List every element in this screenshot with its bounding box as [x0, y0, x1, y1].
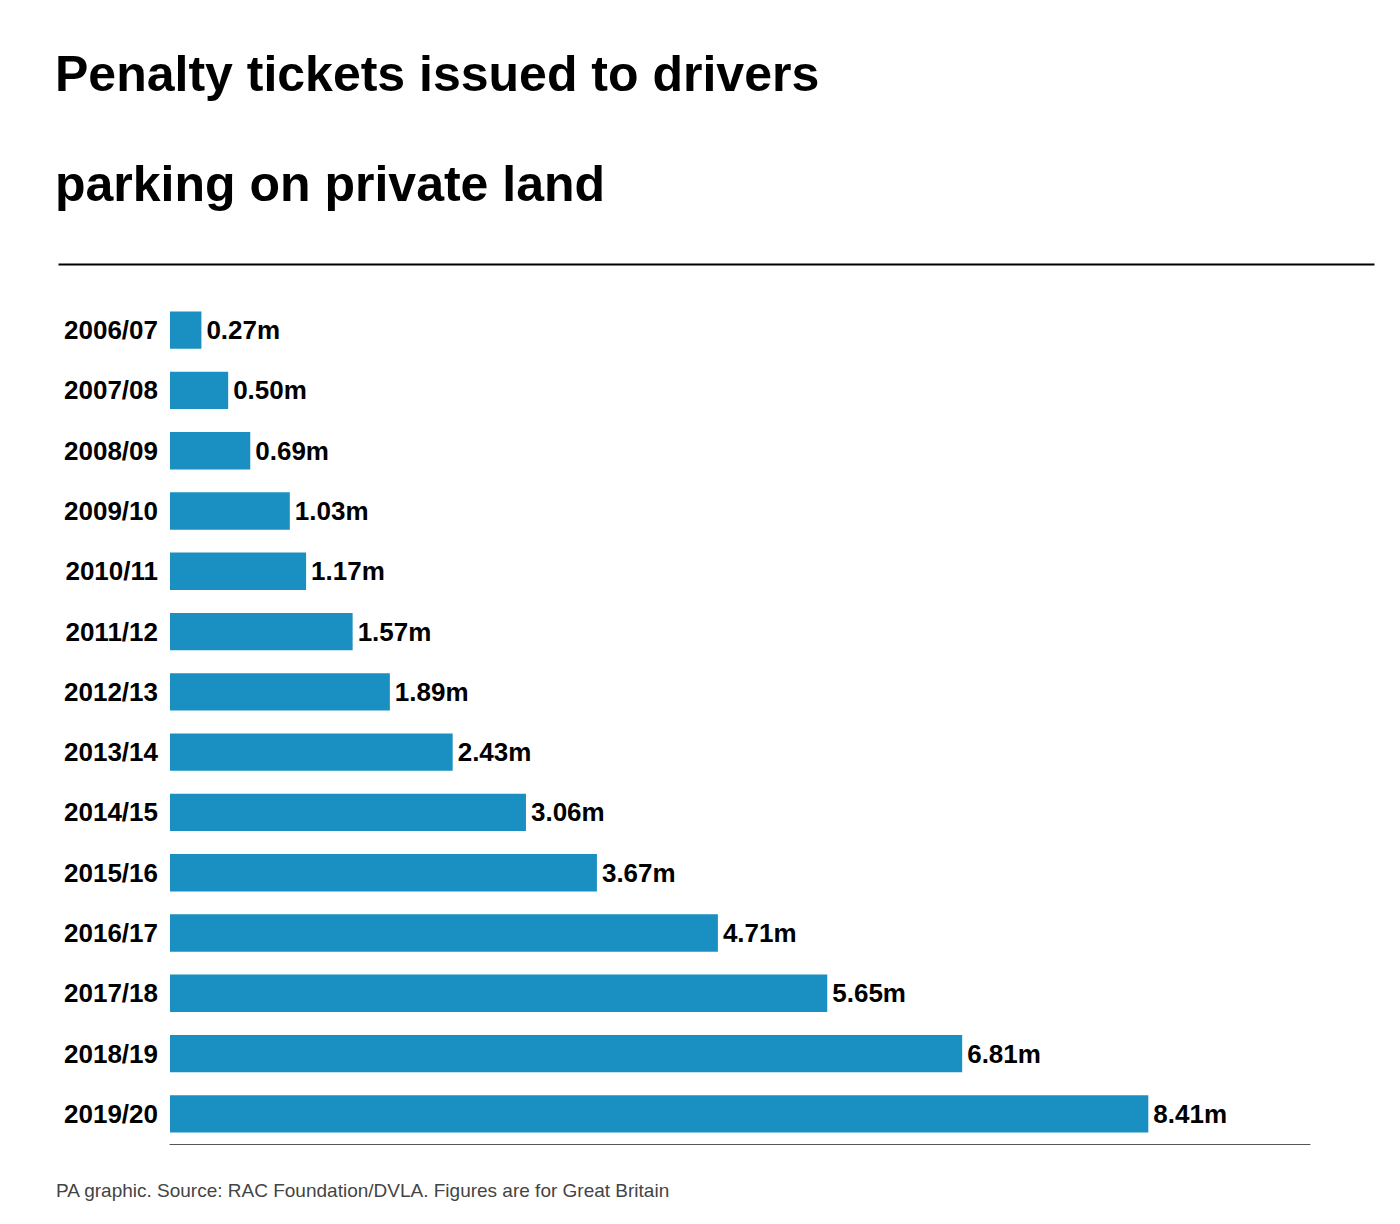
svg-text:3.06m: 3.06m: [531, 797, 605, 827]
svg-text:2017/18: 2017/18: [64, 978, 158, 1008]
svg-text:1.17m: 1.17m: [311, 556, 385, 586]
svg-text:2018/19: 2018/19: [64, 1039, 158, 1069]
svg-text:2009/10: 2009/10: [64, 496, 158, 526]
svg-text:2019/20: 2019/20: [64, 1099, 158, 1129]
svg-text:0.69m: 0.69m: [255, 436, 329, 466]
svg-text:2014/15: 2014/15: [64, 797, 158, 827]
svg-text:6.81m: 6.81m: [967, 1039, 1041, 1069]
svg-text:2007/08: 2007/08: [64, 375, 158, 405]
svg-text:2012/13: 2012/13: [64, 677, 158, 707]
svg-text:Penalty tickets issued to driv: Penalty tickets issued to drivers: [55, 46, 819, 102]
svg-text:2013/14: 2013/14: [64, 737, 159, 767]
svg-text:1.57m: 1.57m: [358, 617, 432, 647]
svg-text:2006/07: 2006/07: [64, 315, 158, 345]
svg-text:1.89m: 1.89m: [395, 677, 469, 707]
svg-text:1.03m: 1.03m: [295, 496, 369, 526]
svg-text:0.27m: 0.27m: [206, 315, 280, 345]
svg-text:PA graphic. Source: RAC Founda: PA graphic. Source: RAC Foundation/DVLA.…: [56, 1180, 669, 1201]
svg-text:2008/09: 2008/09: [64, 436, 158, 466]
svg-text:2016/17: 2016/17: [64, 918, 158, 948]
svg-text:8.41m: 8.41m: [1153, 1099, 1227, 1129]
svg-text:4.71m: 4.71m: [723, 918, 797, 948]
svg-text:parking on private land: parking on private land: [55, 156, 605, 212]
svg-text:5.65m: 5.65m: [832, 978, 906, 1008]
svg-text:2.43m: 2.43m: [458, 737, 532, 767]
svg-text:2010/11: 2010/11: [65, 556, 158, 586]
svg-text:2015/16: 2015/16: [64, 858, 158, 888]
svg-text:0.50m: 0.50m: [233, 375, 307, 405]
svg-text:3.67m: 3.67m: [602, 858, 676, 888]
svg-text:2011/12: 2011/12: [65, 617, 158, 647]
